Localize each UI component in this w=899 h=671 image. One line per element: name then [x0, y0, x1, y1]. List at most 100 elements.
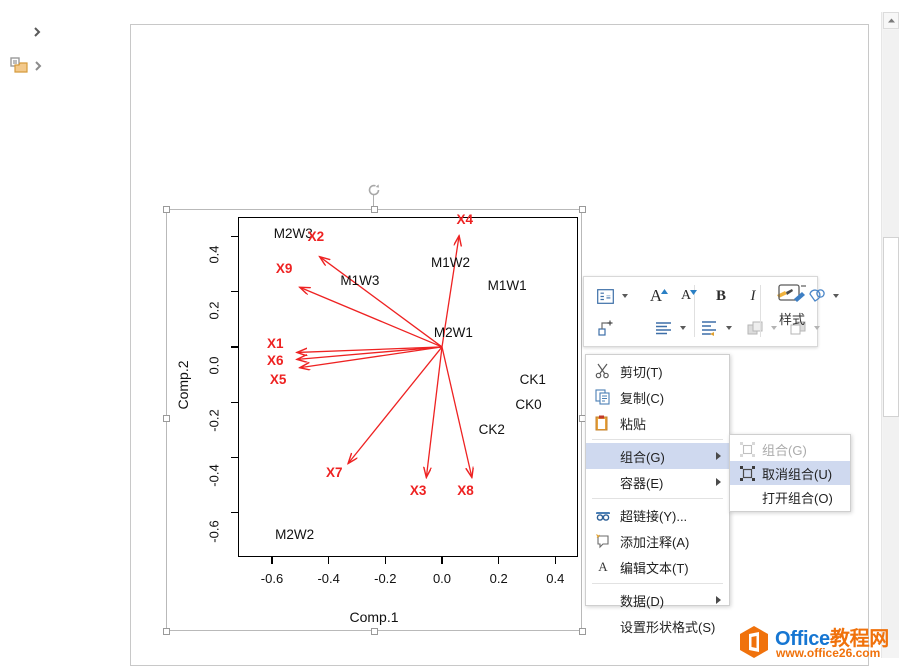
text-direction-dropdown-caret[interactable]: [726, 326, 732, 330]
align-text-dropdown-caret[interactable]: [680, 326, 686, 330]
resize-handle[interactable]: [163, 628, 170, 635]
resize-handle[interactable]: [371, 206, 378, 213]
group-icon: [738, 440, 756, 458]
shape-selection-frame[interactable]: [163, 206, 586, 635]
context-menu-item-label: 复制(C): [620, 390, 665, 406]
context-menu-item[interactable]: 复制(C): [586, 384, 729, 410]
submenu-item: 组合(G): [730, 437, 850, 461]
scrollbar-thumb[interactable]: [883, 237, 899, 417]
context-menu-item-label: 剪切(T): [620, 364, 663, 380]
variable-label: X8: [457, 482, 474, 498]
context-menu-item[interactable]: 数据(D): [586, 587, 729, 613]
shape-fill-icon[interactable]: [804, 283, 830, 309]
watermark-title-orange: 教程网: [829, 628, 889, 650]
context-menu[interactable]: 剪切(T) 复制(C) 粘贴组合(G) 容器(E) 超链接(Y)... 添加注释(A) A 编…: [585, 354, 730, 635]
observation-label: M2W2: [275, 527, 315, 543]
comment-icon: [594, 532, 612, 550]
watermark-url: www.office26.com: [776, 646, 881, 660]
biplot-chart[interactable]: 0.4 0.2 0.0 -0.2 -0.4 -0.6 -0.6 -0.4 -0.2 0.0 0.2…: [166, 209, 582, 631]
submenu-item[interactable]: 打开组合(O): [730, 485, 850, 509]
context-menu-item[interactable]: 超链接(Y)...: [586, 502, 729, 528]
variable-label: X5: [269, 371, 287, 387]
send-backward-dropdown-caret[interactable]: [814, 326, 820, 330]
context-menu-item-label: 容器(E): [620, 475, 664, 491]
insert-shape-icon[interactable]: [594, 315, 620, 341]
submenu-item-label: 打开组合(O): [762, 490, 833, 506]
mini-toolbar-row-2: [584, 313, 820, 343]
canvas-left-gutter: [0, 0, 130, 671]
rotate-handle-icon[interactable]: [366, 182, 382, 198]
context-menu-item-label: 设置形状格式(S): [620, 619, 716, 635]
observation-label: M2W3: [273, 225, 313, 241]
floating-mini-toolbar[interactable]: ≡ A A B I: [583, 276, 839, 347]
loading-vector: [298, 346, 443, 353]
x-axis-tick: [554, 557, 557, 564]
grow-font-icon[interactable]: A: [646, 283, 672, 309]
observation-label: M1W1: [487, 278, 527, 294]
bring-forward-icon[interactable]: [742, 315, 768, 341]
y-axis-tick: [231, 456, 238, 459]
loading-vector: [300, 346, 443, 368]
context-menu-item[interactable]: A 编辑文本(T): [586, 554, 729, 580]
send-backward-icon[interactable]: [785, 315, 811, 341]
plot-frame: [238, 217, 578, 557]
context-menu-item[interactable]: 容器(E): [586, 469, 729, 495]
loading-vector: [320, 257, 443, 348]
rotate-handle-stem: [373, 195, 374, 209]
x-axis-tick-label: -0.6: [260, 571, 284, 586]
scroll-up-arrow-icon[interactable]: [883, 12, 899, 29]
hyperlink-icon: [594, 506, 612, 524]
chevron-right-icon[interactable]: [32, 59, 44, 71]
scissors-icon: [594, 362, 612, 380]
context-menu-item[interactable]: 设置形状格式(S): [586, 613, 729, 639]
loading-vector: [300, 287, 443, 348]
x-axis-tick: [441, 557, 443, 564]
chevron-right-icon[interactable]: [30, 25, 44, 39]
context-menu-item[interactable]: 组合(G): [586, 443, 729, 469]
submenu-item[interactable]: 取消组合(U): [730, 461, 850, 485]
variable-label: X1: [267, 336, 284, 352]
office-hexagon-logo-icon: [740, 626, 768, 658]
y-axis-tick: [231, 235, 238, 238]
observation-label: M1W2: [431, 254, 471, 270]
shrink-font-icon[interactable]: A: [676, 283, 702, 309]
loading-vector: [349, 346, 443, 463]
context-menu-item[interactable]: 剪切(T): [586, 358, 729, 384]
toolbar-separator: [760, 285, 761, 337]
resize-handle[interactable]: [163, 415, 170, 422]
text-box-icon[interactable]: ≡: [592, 283, 618, 309]
context-menu-item-label: 编辑文本(T): [620, 560, 689, 576]
group-submenu[interactable]: 组合(G) 取消组合(U) 打开组合(O): [729, 434, 851, 512]
x-axis-tick: [271, 557, 273, 564]
align-text-icon[interactable]: [650, 315, 676, 341]
variable-label: X4: [456, 212, 474, 228]
ungroup-icon: [738, 464, 756, 482]
shape-style-button[interactable]: 样式: [770, 283, 814, 341]
submenu-arrow-icon: [716, 596, 721, 604]
site-watermark: Office教程网 www.office26.com: [737, 622, 892, 664]
context-menu-item[interactable]: 粘贴: [586, 410, 729, 436]
menu-separator: [592, 498, 723, 499]
loading-vector: [441, 236, 459, 348]
resize-handle[interactable]: [579, 628, 586, 635]
italic-icon[interactable]: I: [750, 287, 756, 304]
resize-handle[interactable]: [371, 628, 378, 635]
resize-handle[interactable]: [163, 206, 170, 213]
variable-label: X6: [267, 353, 284, 369]
bring-forward-dropdown-caret[interactable]: [771, 326, 777, 330]
loading-vector: [298, 346, 443, 359]
resize-handle[interactable]: [579, 206, 586, 213]
bold-icon[interactable]: B: [715, 287, 726, 304]
context-menu-item[interactable]: 添加注释(A): [586, 528, 729, 554]
text-direction-icon[interactable]: [696, 315, 722, 341]
x-axis-tick: [497, 557, 500, 564]
x-axis-tick: [384, 557, 387, 564]
shape-fill-dropdown-caret[interactable]: [833, 294, 839, 298]
x-axis-tick-label: 0.2: [489, 571, 508, 586]
observation-label: CK2: [478, 422, 505, 438]
text-box-dropdown-caret[interactable]: [622, 294, 628, 298]
vertical-scrollbar[interactable]: [881, 12, 899, 658]
submenu-item-label: 取消组合(U): [762, 466, 833, 482]
loading-vector: [441, 346, 472, 477]
folder-shape-icon[interactable]: [10, 56, 30, 76]
